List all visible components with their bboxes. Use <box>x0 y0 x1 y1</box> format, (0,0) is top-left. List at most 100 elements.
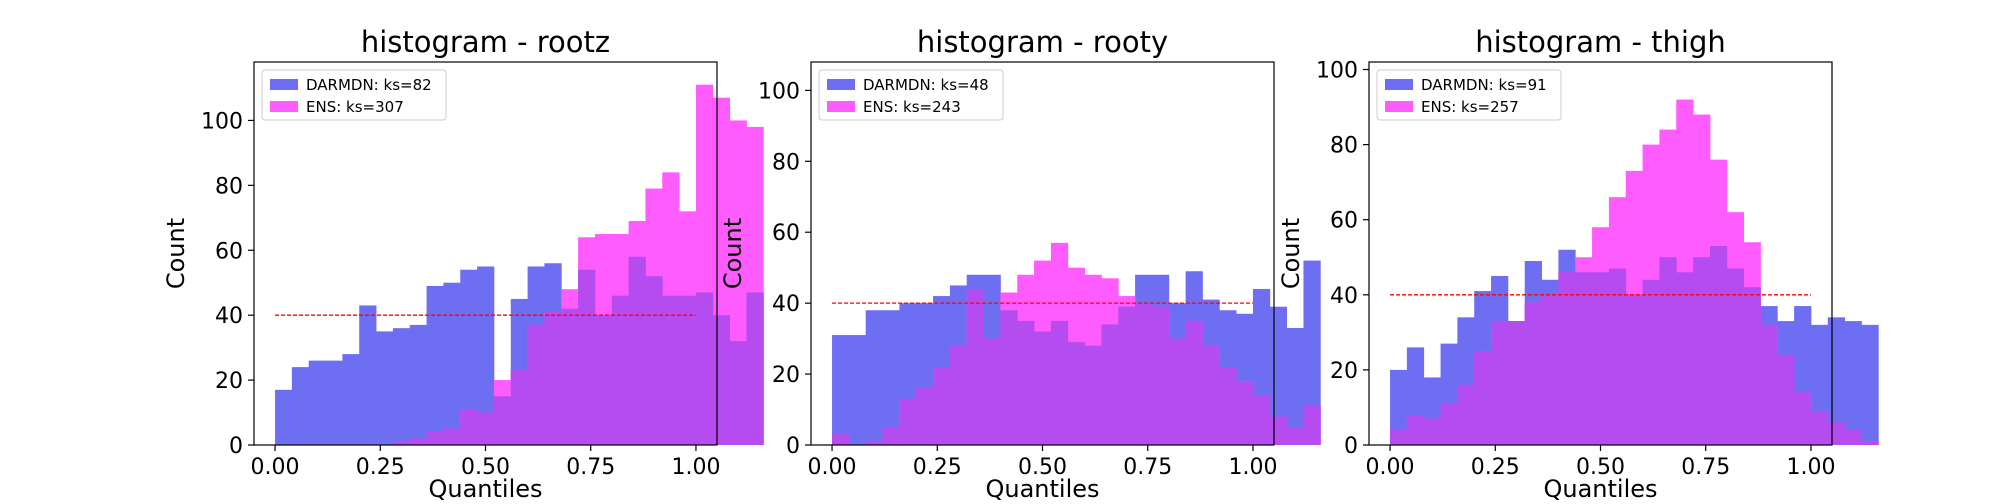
x-axis-label: Quantiles <box>985 475 1099 503</box>
bar-darmdn <box>409 324 427 445</box>
bar-overlap <box>1541 294 1559 445</box>
bar-overlap <box>746 292 764 445</box>
bar-overlap <box>578 269 596 445</box>
bar-overlap <box>695 292 714 445</box>
y-tick-label: 0 <box>229 434 243 459</box>
bar-darmdn <box>477 266 495 445</box>
x-tick-label: 0.00 <box>1366 455 1415 480</box>
y-tick-label: 20 <box>215 369 243 394</box>
bar-overlap <box>1219 366 1237 445</box>
bar-overlap <box>1252 395 1271 445</box>
y-tick-label: 80 <box>1330 134 1358 159</box>
bar-overlap <box>1507 321 1526 445</box>
bar-overlap <box>966 288 984 445</box>
bar-overlap <box>1743 287 1761 445</box>
bar-overlap <box>1185 320 1203 445</box>
x-tick-label: 1.00 <box>671 455 720 480</box>
bar-overlap <box>1726 268 1745 445</box>
bar-overlap <box>1034 331 1052 445</box>
x-tick-label: 0.50 <box>1018 455 1067 480</box>
bar-darmdn <box>882 310 900 445</box>
bar-overlap <box>1608 268 1627 445</box>
bar-overlap <box>916 388 934 445</box>
bar-overlap <box>1017 320 1035 445</box>
legend-swatch <box>827 79 855 90</box>
bar-overlap <box>1236 381 1254 445</box>
bar-overlap <box>1084 345 1102 445</box>
bar-overlap <box>1067 342 1085 445</box>
bar-darmdn <box>1844 321 1862 445</box>
legend-swatch <box>270 101 298 112</box>
bar-overlap <box>1558 272 1576 445</box>
bar-overlap <box>1390 429 1408 445</box>
bar-overlap <box>712 315 731 445</box>
bar-overlap <box>1000 310 1018 445</box>
bar-overlap <box>882 427 900 445</box>
y-tick-label: 60 <box>772 221 800 246</box>
legend-label: DARMDN: ks=48 <box>863 76 989 94</box>
bar-darmdn <box>342 354 360 445</box>
legend-swatch <box>1385 79 1413 90</box>
bar-overlap <box>493 396 512 445</box>
bar-overlap <box>1406 414 1425 445</box>
x-tick-label: 0.75 <box>1123 455 1172 480</box>
x-tick-label: 0.50 <box>1576 455 1625 480</box>
bar-overlap <box>1676 272 1694 445</box>
legend-box <box>261 69 447 121</box>
bar-overlap <box>594 315 613 445</box>
bar-overlap <box>426 432 444 445</box>
chart-title: histogram - rootz <box>361 25 610 59</box>
chart-panel-3: 0.00 0.25 0.50 0.75 1.00 0 20 40 60 80 100 histogra… <box>1277 25 1879 503</box>
bar-overlap <box>443 428 461 445</box>
bars-overlap <box>1390 245 1879 445</box>
bar-overlap <box>1118 306 1136 445</box>
bar-overlap <box>1168 338 1187 445</box>
x-tick-label: 0.25 <box>913 455 962 480</box>
legend-label: DARMDN: ks=91 <box>1421 76 1547 94</box>
bars-overlap <box>392 256 764 445</box>
x-tick-label: 0.75 <box>1681 455 1730 480</box>
bar-overlap <box>409 438 427 445</box>
bar-overlap <box>1050 320 1069 445</box>
y-tick-label: 40 <box>215 304 243 329</box>
y-tick-label: 40 <box>772 292 800 317</box>
bar-darmdn <box>1861 324 1879 445</box>
y-tick-label: 80 <box>772 150 800 175</box>
bar-overlap <box>527 324 545 445</box>
x-axis-label: Quantiles <box>428 475 542 503</box>
y-tick-label: 60 <box>1330 209 1358 234</box>
bar-overlap <box>1423 418 1441 445</box>
y-axis-label: Count <box>162 218 190 289</box>
bar-darmdn <box>426 285 444 445</box>
x-tick-label: 0.00 <box>251 455 300 480</box>
bar-overlap <box>899 398 917 445</box>
bar-overlap <box>561 308 579 445</box>
bar-overlap <box>1794 392 1812 445</box>
x-tick-label: 0.50 <box>461 455 510 480</box>
bar-overlap <box>628 256 646 445</box>
bar-darmdn <box>325 360 343 445</box>
bar-overlap <box>1810 411 1829 445</box>
bar-darmdn <box>392 328 411 445</box>
bar-overlap <box>1491 321 1509 445</box>
bar-overlap <box>1286 427 1304 445</box>
bar-overlap <box>1861 441 1879 445</box>
y-tick-label: 0 <box>786 434 800 459</box>
bar-overlap <box>1659 257 1677 445</box>
bar-overlap <box>1303 405 1321 445</box>
bar-overlap <box>832 434 850 445</box>
bar-overlap <box>510 370 528 445</box>
bar-overlap <box>1642 279 1660 445</box>
bar-overlap <box>662 295 680 445</box>
legend: DARMDN: ks=91 ENS: ks=257 <box>1376 69 1562 121</box>
bar-darmdn <box>291 367 310 445</box>
chart-title: histogram - thigh <box>1475 25 1726 59</box>
bar-overlap <box>1269 416 1288 445</box>
bar-darmdn <box>1303 260 1321 445</box>
bars-overlap <box>832 288 1321 445</box>
bar-overlap <box>679 295 697 445</box>
y-axis-label: Count <box>1277 218 1305 289</box>
bar-overlap <box>1457 384 1475 445</box>
bar-overlap <box>1101 324 1119 445</box>
